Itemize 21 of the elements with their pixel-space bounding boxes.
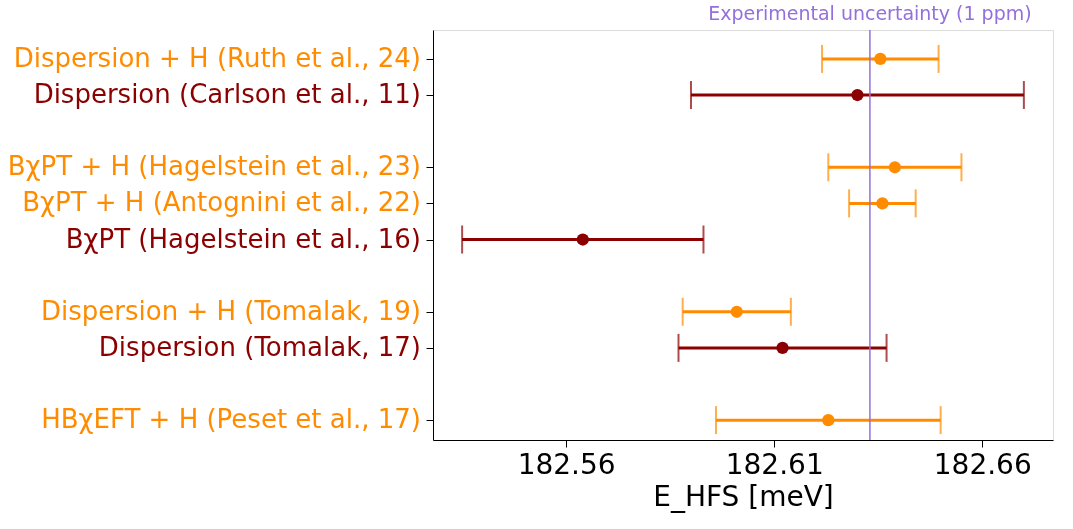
point: [888, 161, 901, 174]
point: [576, 233, 589, 246]
ref-line-label: Experimental uncertainty (1 ppm): [708, 2, 1032, 24]
y-tick-label: BχPT + H (Hagelstein et al., 23): [7, 151, 421, 182]
y-tick-label: BχPT (Hagelstein et al., 16): [65, 223, 421, 254]
y-tick-label: Dispersion (Tomalak, 17): [98, 331, 421, 362]
point: [730, 305, 743, 318]
x-axis-title: E_HFS [meV]: [653, 479, 834, 513]
y-tick-label: Dispersion + H (Tomalak, 19): [40, 295, 421, 326]
point: [874, 52, 887, 66]
point: [876, 197, 889, 210]
x-tick-label: 182.56: [517, 447, 616, 481]
y-tick-label: Dispersion + H (Ruth et al., 24): [13, 42, 421, 73]
point: [776, 341, 789, 354]
point: [822, 414, 835, 427]
y-tick-label: BχPT + H (Antognini et al., 22): [22, 187, 421, 218]
y-tick-label: Dispersion (Carlson et al., 11): [33, 79, 421, 110]
x-tick-label: 182.61: [725, 447, 824, 481]
y-tick-label: HBχEFT + H (Peset et al., 17): [41, 404, 421, 435]
x-tick-label: 182.66: [933, 447, 1032, 481]
point: [851, 88, 864, 102]
